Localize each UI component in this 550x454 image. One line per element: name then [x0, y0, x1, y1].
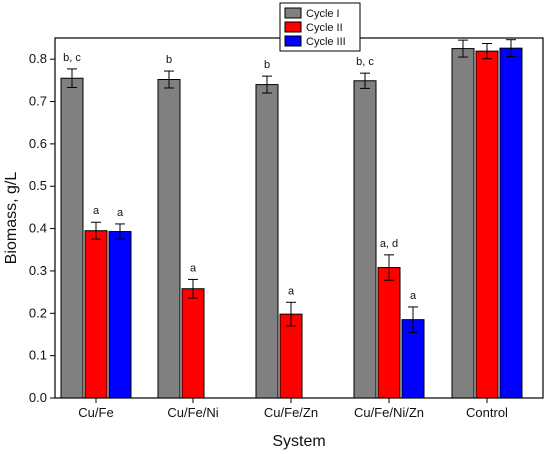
legend-entry: Cycle III	[306, 36, 346, 48]
y-tick-label: 0.6	[29, 136, 47, 151]
y-axis-title: Biomass, g/L	[3, 172, 20, 265]
y-tick-label: 0.4	[29, 221, 47, 236]
significance-label: a	[190, 262, 197, 274]
bar-cycle-ii-0	[84, 230, 108, 399]
y-tick-label: 0.2	[29, 305, 47, 320]
x-tick-label: Cu/Fe/Ni/Zn	[354, 405, 424, 420]
y-tick-label: 0.8	[29, 51, 47, 66]
y-tick-label: 0.7	[29, 94, 47, 109]
error-bars-layer	[67, 39, 516, 333]
x-tick-label: Control	[466, 405, 508, 420]
legend-entry: Cycle II	[306, 22, 343, 34]
significance-label: a	[93, 205, 100, 217]
bar-cycle-ii-1	[181, 288, 205, 399]
significance-label: b, c	[356, 56, 374, 68]
bar-cycle-i-3	[353, 80, 377, 399]
bar-cycle-iii-4	[499, 47, 523, 399]
y-tick-label: 0.3	[29, 263, 47, 278]
significance-labels-layer: b, c b b b, c a a a a, d a a	[63, 52, 417, 302]
significance-label: a	[117, 207, 124, 219]
legend-swatch	[284, 35, 302, 47]
bar-cycle-i-2	[255, 84, 279, 399]
x-tick-label: Cu/Fe	[78, 405, 113, 420]
bars-layer	[60, 47, 523, 399]
significance-label: b, c	[63, 52, 81, 64]
significance-label: a, d	[380, 238, 398, 250]
bar-cycle-ii-3	[377, 267, 401, 399]
significance-label: b	[264, 59, 270, 71]
bar-cycle-i-4	[451, 48, 475, 399]
legend-entry: Cycle I	[306, 8, 340, 20]
bar-cycle-i-1	[157, 79, 181, 399]
y-tick-label: 0.0	[29, 390, 47, 405]
significance-label: a	[288, 285, 295, 297]
significance-label: b	[166, 54, 172, 66]
bar-cycle-i-0	[60, 77, 84, 399]
axes-layer: 0.0 0.1 0.2 0.3 0.4 0.5 0.6 0.7 0.8 Cu/Fe Cu/Fe/Ni…	[29, 51, 508, 420]
bar-cycle-ii-2	[279, 313, 303, 399]
significance-label: a	[410, 290, 417, 302]
x-tick-label: Cu/Fe/Ni	[167, 405, 218, 420]
legend-swatch	[284, 21, 302, 33]
x-tick-label: Cu/Fe/Zn	[264, 405, 318, 420]
bar-cycle-iii-0	[108, 231, 132, 399]
legend-swatch	[284, 7, 302, 19]
legend: Cycle I Cycle II Cycle III	[279, 2, 361, 52]
y-tick-label: 0.5	[29, 178, 47, 193]
x-axis-title: System	[272, 433, 325, 450]
bar-cycle-ii-4	[475, 50, 499, 399]
y-tick-label: 0.1	[29, 348, 47, 363]
